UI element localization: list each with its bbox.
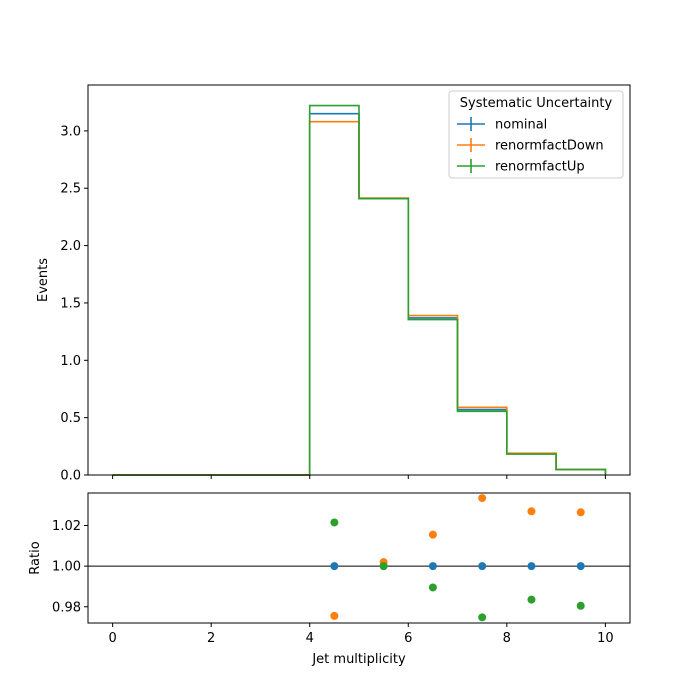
ratio-point-nominal xyxy=(428,562,437,571)
ratio-point-nominal xyxy=(330,562,339,571)
ratio-x-tick-label: 0 xyxy=(108,631,116,646)
main-y-tick-label: 1.5 xyxy=(60,296,81,311)
main-plot-frame xyxy=(87,84,631,476)
main-y-tick-label: 0.5 xyxy=(60,411,81,426)
ratio-plot-frame xyxy=(87,492,631,624)
main-y-tick-label: 0.0 xyxy=(60,469,81,484)
legend-entry-nominal: nominal xyxy=(495,118,547,133)
ratio-point-renormfactUp xyxy=(379,562,388,571)
ratio-x-tick-label: 6 xyxy=(404,631,412,646)
x-axis-label: Jet multiplicity xyxy=(311,652,406,667)
main-y-tick-label: 2.5 xyxy=(60,182,81,197)
main-y-tick-label: 3.0 xyxy=(60,124,81,139)
ratio-point-renormfactUp xyxy=(428,583,437,592)
main-y-tick-label: 1.0 xyxy=(60,354,81,369)
ratio-point-renormfactDown xyxy=(428,530,437,539)
legend-box xyxy=(448,90,624,179)
ratio-point-nominal xyxy=(576,562,585,571)
legend-entry-renormfactDown: renormfactDown xyxy=(495,139,604,154)
ratio-y-tick-label: 1.02 xyxy=(52,519,81,534)
ratio-point-renormfactUp xyxy=(527,595,536,604)
main-y-tick-label: 2.0 xyxy=(60,239,81,254)
ratio-y-axis-label: Ratio xyxy=(28,541,43,574)
ratio-x-tick-label: 8 xyxy=(503,631,511,646)
ratio-point-renormfactUp xyxy=(478,613,487,622)
ratio-y-tick-label: 1.00 xyxy=(52,560,81,575)
ratio-point-nominal xyxy=(527,562,536,571)
ratio-point-renormfactDown xyxy=(576,508,585,517)
ratio-point-renormfactUp xyxy=(330,518,339,527)
ratio-x-tick-label: 2 xyxy=(207,631,215,646)
ratio-x-tick-label: 10 xyxy=(597,631,614,646)
ratio-point-nominal xyxy=(478,562,487,571)
ratio-y-tick-label: 0.98 xyxy=(52,600,81,615)
legend-entry-renormfactUp: renormfactUp xyxy=(495,160,585,175)
ratio-x-tick-label: 4 xyxy=(306,631,314,646)
legend-title: Systematic Uncertainty xyxy=(460,96,613,111)
main-y-axis-label: Events xyxy=(36,258,51,302)
ratio-point-renormfactUp xyxy=(576,601,585,610)
ratio-point-renormfactDown xyxy=(330,611,339,620)
ratio-point-renormfactDown xyxy=(527,507,536,516)
ratio-point-renormfactDown xyxy=(478,494,487,503)
